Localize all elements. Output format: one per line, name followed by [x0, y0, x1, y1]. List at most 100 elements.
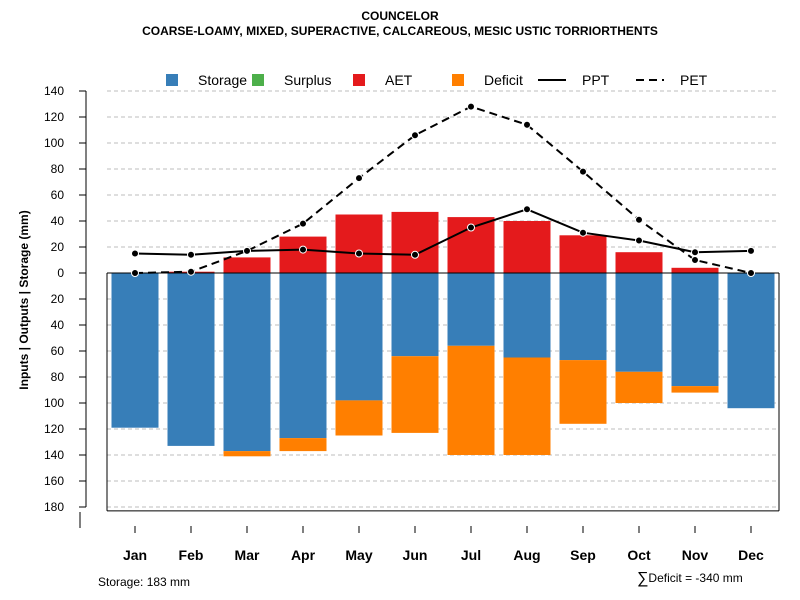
ppt-point-apr: [299, 245, 307, 254]
ppt-line: [134, 208, 752, 256]
legend-swatch-deficit: [452, 74, 464, 86]
storage-bar-sep: [559, 273, 607, 361]
x-tick-label-jan: Jan: [123, 547, 147, 563]
ppt-point-jul: [467, 223, 475, 232]
y-tick-label: 60: [51, 188, 65, 202]
x-tick-label-nov: Nov: [682, 547, 709, 563]
y-tick-label: 140: [44, 448, 64, 462]
deficit-bar-apr: [279, 438, 327, 452]
pet-point-feb: [187, 267, 195, 276]
deficit-bar-oct: [615, 371, 663, 403]
x-tick-label-apr: Apr: [291, 547, 316, 563]
pet-point-apr: [299, 219, 307, 228]
deficit-total-text: Deficit = -340 mm: [648, 571, 743, 585]
legend: Storage Surplus AET Deficit PPT PET: [166, 72, 708, 88]
pet-point-jan: [131, 269, 139, 277]
y-tick-label: 40: [51, 214, 65, 228]
ppt-point-oct: [635, 236, 643, 245]
y-tick-label: 20: [51, 240, 65, 254]
storage-bar-jul: [447, 273, 495, 346]
legend-swatch-storage: [166, 74, 178, 86]
pet-point-jun: [411, 131, 419, 140]
x-tick-label-aug: Aug: [513, 547, 540, 563]
aet-bar-jun: [391, 211, 439, 273]
storage-bar-jun: [391, 273, 439, 357]
deficit-bar-aug: [503, 357, 551, 455]
axes: 140 120 100 80 60 40 20 0 20 40 60 80 100 120 140 160 18…: [17, 84, 780, 563]
pet-point-sep: [579, 167, 587, 176]
x-tick-label-jul: Jul: [461, 547, 481, 563]
legend-label-pet: PET: [680, 72, 708, 88]
aet-bar-nov: [671, 267, 719, 273]
storage-bar-jan: [111, 273, 159, 428]
y-axis-title: Inputs | Outputs | Storage (mm): [17, 210, 31, 389]
deficit-bar-jun: [391, 356, 439, 433]
y-tick-label: 100: [44, 396, 64, 410]
x-tick-label-feb: Feb: [179, 547, 204, 563]
ppt-point-feb: [187, 250, 195, 259]
ppt-point-nov: [691, 248, 699, 257]
pet-point-oct: [635, 215, 643, 224]
y-tick-label: 80: [51, 370, 65, 384]
pet-point-dec: [747, 269, 755, 277]
legend-label-deficit: Deficit: [484, 72, 523, 88]
aet-bar-mar: [223, 257, 271, 273]
deficit-bar-jul: [447, 345, 495, 455]
storage-bar-mar: [223, 273, 271, 452]
deficit-bar-sep: [559, 360, 607, 424]
storage-bar-oct: [615, 273, 663, 372]
deficit-bar-may: [335, 400, 383, 436]
pet-point-jul: [467, 102, 475, 111]
ppt-point-jan: [131, 249, 139, 258]
x-tick-label-oct: Oct: [627, 547, 651, 563]
aet-bar-may: [335, 214, 383, 273]
y-tick-label: 20: [51, 292, 65, 306]
chart-subtitle: COARSE-LOAMY, MIXED, SUPERACTIVE, CALCAR…: [142, 24, 658, 38]
legend-label-ppt: PPT: [582, 72, 610, 88]
deficit-bar-nov: [671, 386, 719, 393]
y-tick-label: 80: [51, 162, 65, 176]
legend-label-aet: AET: [385, 72, 413, 88]
storage-total-note: Storage: 183 mm: [98, 575, 191, 589]
pet-line: [134, 105, 752, 274]
ppt-point-sep: [579, 228, 587, 237]
aet-bar-sep: [559, 235, 607, 273]
legend-label-storage: Storage: [198, 72, 247, 88]
x-tick-label-dec: Dec: [738, 547, 764, 563]
lines: [131, 102, 755, 277]
bars: [111, 211, 775, 457]
x-tick-label-mar: Mar: [235, 547, 260, 563]
deficit-total-note: ∑Deficit = -340 mm: [637, 570, 743, 588]
x-tick-label-jun: Jun: [403, 547, 428, 563]
y-tick-label: 120: [44, 422, 64, 436]
x-tick-label-sep: Sep: [570, 547, 596, 563]
aet-bar-apr: [279, 236, 327, 273]
ppt-point-dec: [747, 246, 755, 255]
ppt-point-may: [355, 249, 363, 258]
ppt-point-jun: [411, 250, 419, 259]
legend-swatch-surplus: [252, 74, 264, 86]
y-tick-label: 0: [57, 266, 64, 280]
storage-bar-feb: [167, 273, 215, 446]
storage-bar-dec: [727, 273, 775, 409]
legend-label-surplus: Surplus: [284, 72, 331, 88]
deficit-bar-mar: [223, 451, 271, 457]
pet-point-may: [355, 174, 363, 183]
y-tick-label: 120: [44, 110, 64, 124]
aet-bar-oct: [615, 252, 663, 273]
pet-point-mar: [243, 246, 251, 255]
legend-swatch-aet: [353, 74, 365, 86]
chart-title: COUNCELOR: [361, 9, 439, 23]
sigma-symbol: ∑: [637, 570, 649, 587]
y-tick-label: 140: [44, 84, 64, 98]
y-tick-label: 40: [51, 318, 65, 332]
aet-bar-aug: [503, 221, 551, 273]
ppt-point-aug: [523, 205, 531, 214]
storage-bar-aug: [503, 273, 551, 358]
y-tick-label: 60: [51, 344, 65, 358]
storage-bar-may: [335, 273, 383, 401]
storage-bar-apr: [279, 273, 327, 439]
y-tick-label: 180: [44, 500, 64, 514]
x-tick-label-may: May: [345, 547, 372, 563]
y-tick-label: 160: [44, 474, 64, 488]
